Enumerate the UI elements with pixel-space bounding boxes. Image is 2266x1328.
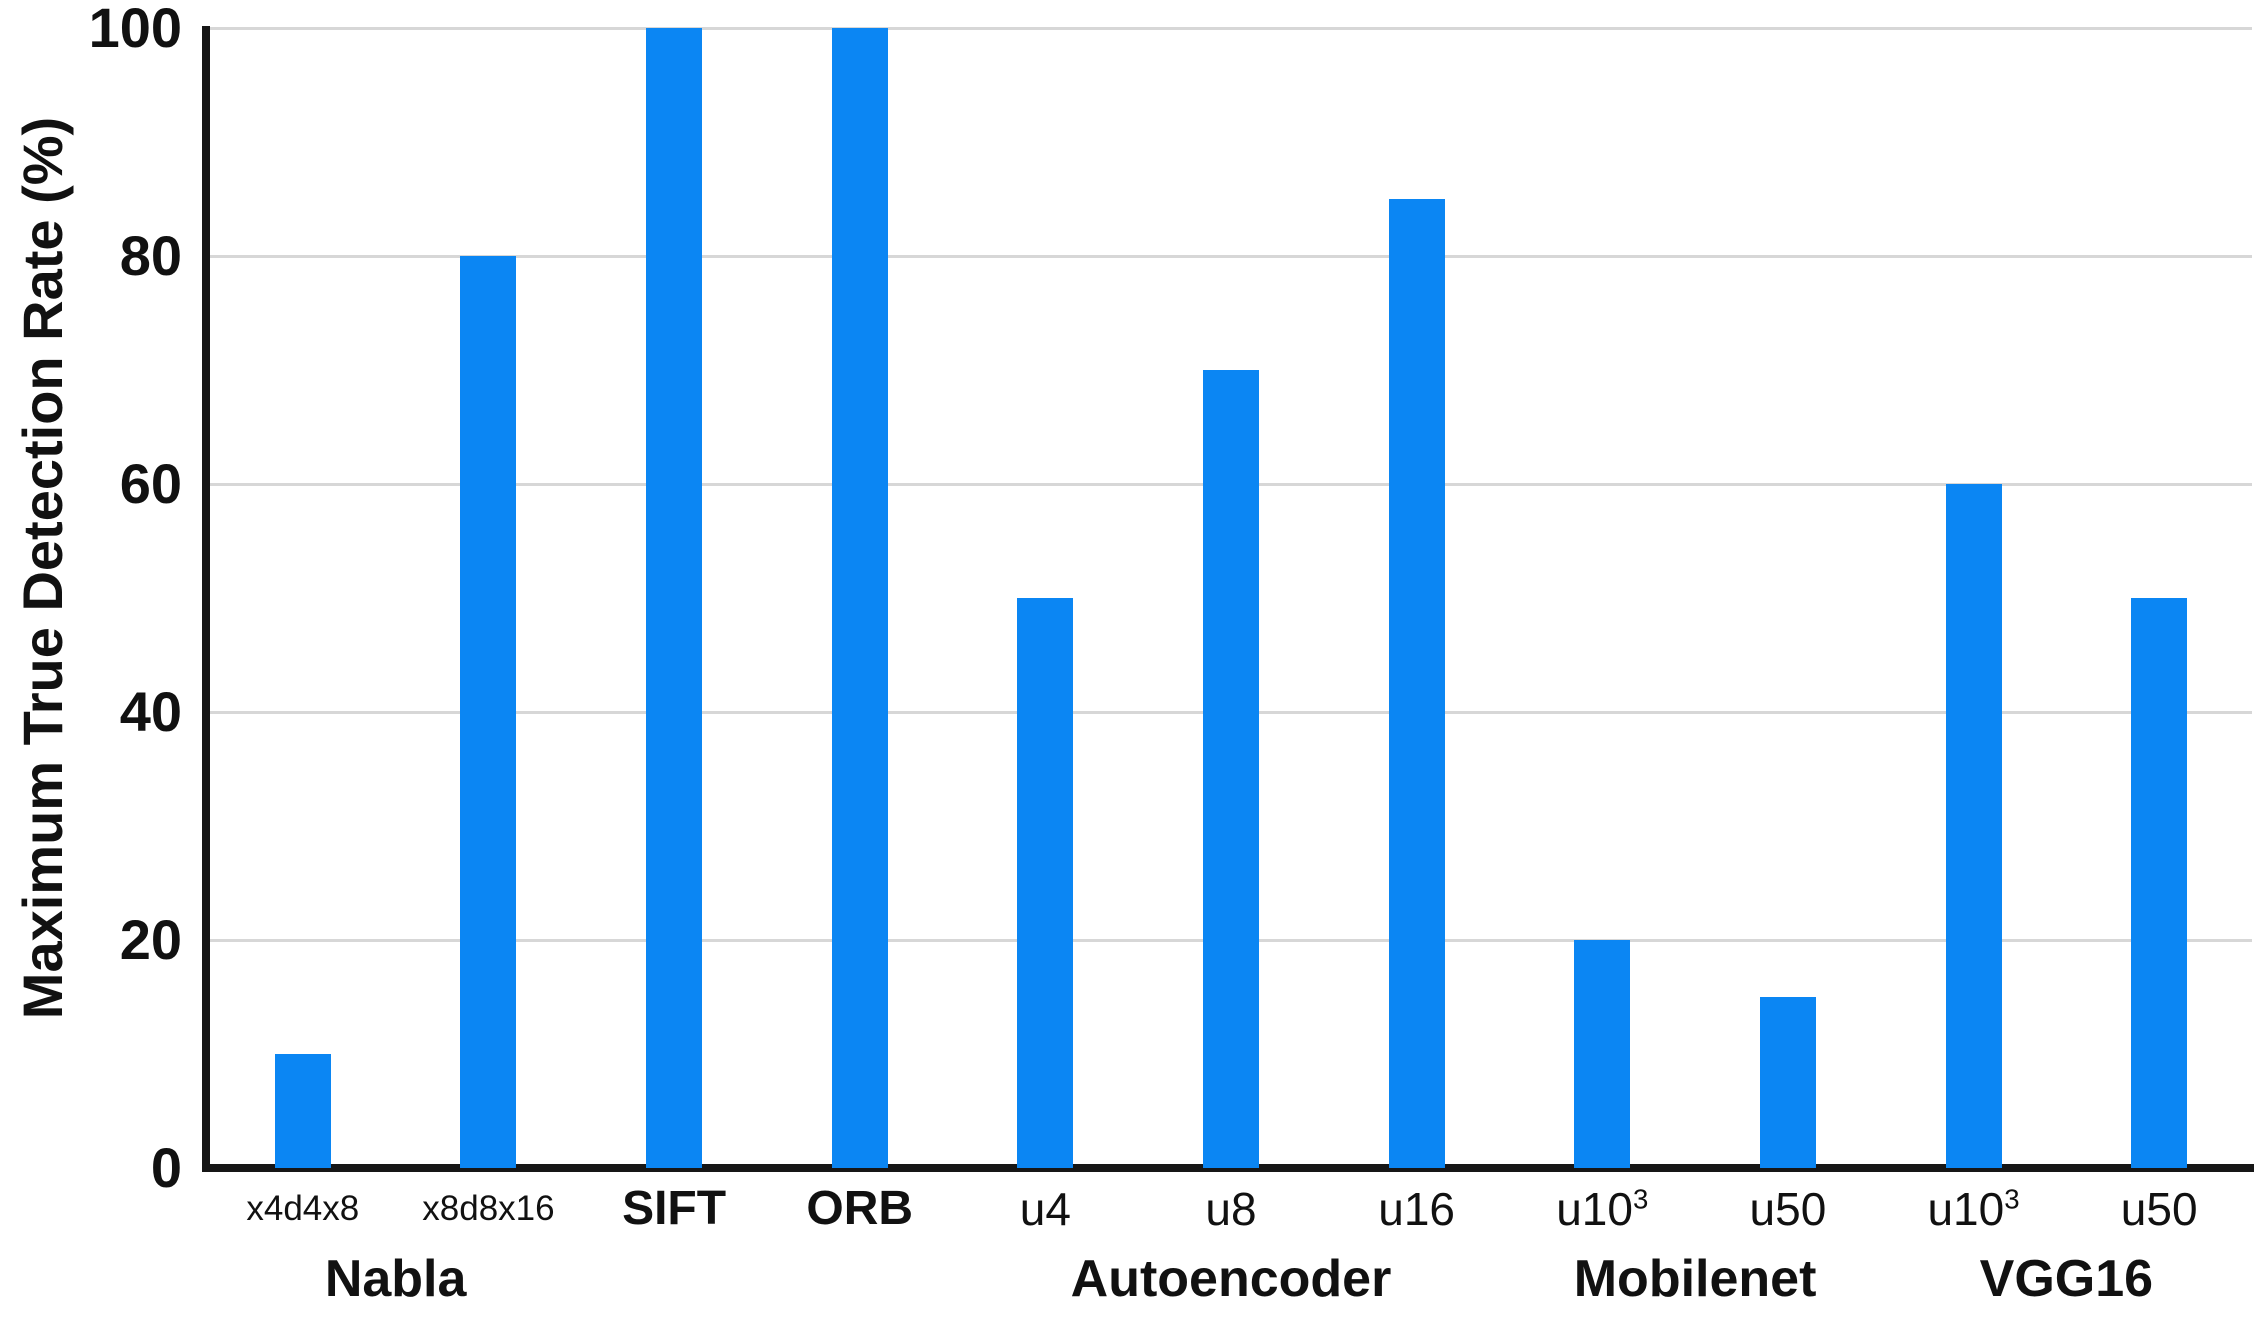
gridline-80 (210, 255, 2252, 258)
y-tick-20: 20 (119, 908, 182, 971)
x-label-text: u4 (1019, 1183, 1071, 1235)
group-label-Nabla: Nabla (324, 1250, 467, 1308)
x-label-superscript: 3 (2004, 1183, 2020, 1215)
y-tick-60: 60 (119, 452, 182, 515)
x-label-SIFT-2: SIFT (564, 1180, 784, 1238)
bar-u50-10 (2131, 598, 2188, 1168)
x-label-ORB-3: ORB (750, 1180, 970, 1238)
x-label-u103-9: u103 (1864, 1180, 2084, 1238)
x-label-text: u8 (1205, 1183, 1257, 1235)
bar-ORB-3 (831, 28, 888, 1168)
x-label-text: x8d8x16 (422, 1189, 555, 1228)
y-tick-80: 80 (119, 224, 182, 287)
x-label-x4d4x8-0: x4d4x8 (193, 1180, 413, 1238)
group-label-VGG16: VGG16 (1979, 1250, 2154, 1308)
x-label-u8-5: u8 (1121, 1180, 1341, 1238)
x-label-text: u10 (1927, 1183, 2005, 1235)
bar-u103-7 (1574, 940, 1631, 1168)
x-label-u16-6: u16 (1307, 1180, 1527, 1238)
x-label-text: u50 (2120, 1183, 2198, 1235)
y-tick-40: 40 (119, 680, 182, 743)
bar-u16-6 (1388, 199, 1445, 1168)
bar-x4d4x8-0 (274, 1054, 331, 1168)
x-label-x8d8x16-1: x8d8x16 (378, 1180, 598, 1238)
x-label-text: x4d4x8 (246, 1189, 360, 1228)
x-label-text: ORB (806, 1182, 914, 1235)
x-label-text: u16 (1378, 1183, 1455, 1235)
y-tick-100: 100 (88, 0, 182, 59)
x-label-text: u10 (1556, 1183, 1633, 1235)
x-label-text: u50 (1749, 1183, 1827, 1235)
x-label-u4-4: u4 (935, 1180, 1155, 1238)
bar-u8-5 (1203, 370, 1259, 1168)
group-label-Mobilenet: Mobilenet (1573, 1250, 1817, 1308)
plot-area (210, 27, 2252, 1168)
x-label-text: SIFT (622, 1182, 727, 1235)
x-label-u50-8: u50 (1678, 1180, 1898, 1238)
bar-x8d8x16-1 (460, 256, 517, 1168)
x-axis-line (202, 1164, 2254, 1172)
x-label-superscript: 3 (1632, 1183, 1649, 1215)
x-label-u50-10: u50 (2049, 1180, 2266, 1238)
group-label-Autoencoder: Autoencoder (1070, 1250, 1392, 1308)
bar-u50-8 (1759, 997, 1816, 1168)
bar-SIFT-2 (646, 28, 703, 1168)
bar-u4-4 (1017, 598, 1074, 1168)
y-axis-line (202, 26, 210, 1172)
x-label-u103-7: u103 (1492, 1180, 1712, 1238)
y-tick-0: 0 (150, 1136, 182, 1199)
bar-u103-9 (1945, 484, 2002, 1168)
gridline-100 (210, 27, 2252, 30)
